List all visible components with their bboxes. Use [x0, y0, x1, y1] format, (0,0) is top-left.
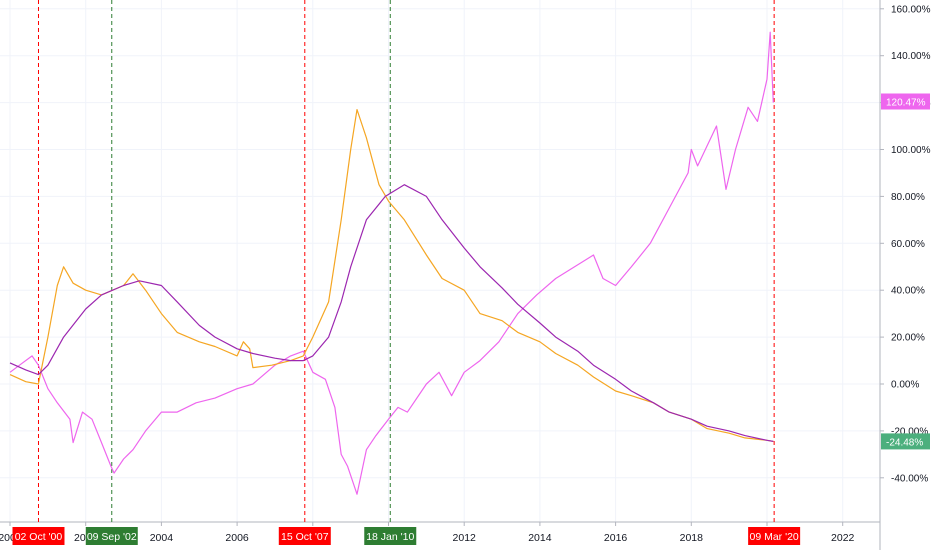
- y-tick-label: -20.00%: [891, 426, 928, 437]
- y-tick-label: 160.00%: [891, 4, 931, 15]
- date-label-text: 15 Oct '07: [281, 531, 329, 543]
- y-tick-label: 40.00%: [891, 286, 925, 297]
- date-label-box: [364, 527, 417, 545]
- y-tick-label: 80.00%: [891, 192, 925, 203]
- series-line: [9, 109, 774, 442]
- y-tick-label: 100.00%: [891, 145, 931, 156]
- date-label-text: 09 Mar '20: [749, 531, 798, 543]
- x-tick-label: 2018: [680, 532, 704, 544]
- y-tick-label: 140.00%: [891, 51, 931, 62]
- price-label-text: 120.47%: [886, 97, 926, 108]
- date-label-box: [748, 527, 801, 545]
- x-tick-label: 2014: [528, 532, 552, 544]
- price-label-text: -24.48%: [886, 437, 923, 448]
- y-tick-label: 60.00%: [891, 239, 925, 250]
- y-tick-label: 20.00%: [891, 333, 925, 344]
- series-line: [9, 31, 774, 495]
- x-tick-label: 2012: [453, 532, 477, 544]
- price-label-box: [881, 93, 930, 110]
- y-tick-label: -40.00%: [891, 473, 928, 484]
- date-label-text: 09 Sep '02: [87, 531, 137, 543]
- y-tick-label: 0.00%: [891, 380, 919, 391]
- date-label-box: [85, 527, 138, 545]
- x-tick-label: 2016: [604, 532, 628, 544]
- price-label-box: [881, 433, 930, 450]
- date-label-text: 18 Jan '10: [366, 531, 414, 543]
- series-line: [9, 184, 774, 442]
- x-tick-label: 2006: [225, 532, 249, 544]
- date-label-box: [278, 527, 331, 545]
- date-label-text: 02 Oct '00: [15, 531, 63, 543]
- date-label-box: [12, 527, 65, 545]
- x-tick-label: 2004: [150, 532, 174, 544]
- x-tick-label: 2022: [831, 532, 855, 544]
